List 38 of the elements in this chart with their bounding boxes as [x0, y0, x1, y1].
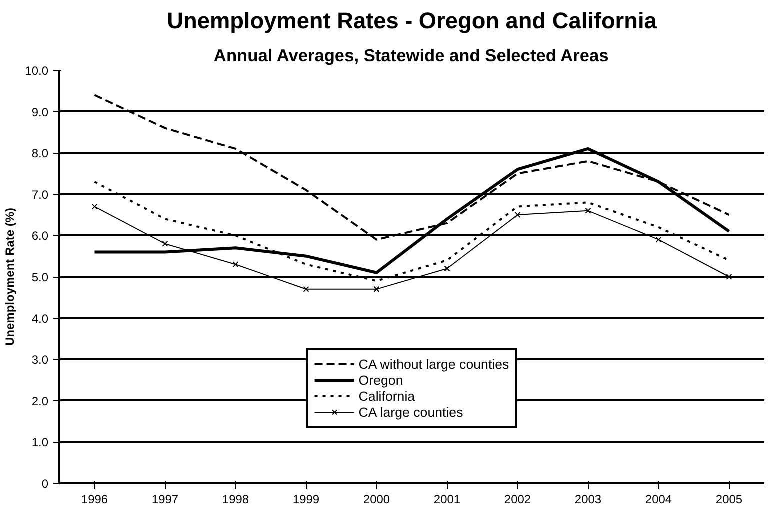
- y-tick-label: 6.0: [32, 229, 49, 244]
- legend-label: Oregon: [358, 372, 404, 388]
- y-tick-label: 7.0: [32, 188, 49, 202]
- point: [162, 240, 168, 247]
- legend-label: CA without large counties: [358, 356, 510, 372]
- chart-title: Unemployment Rates - Oregon and California: [167, 8, 658, 34]
- x-tick-label: 2002: [504, 492, 532, 506]
- y-tick-label: 10.0: [25, 64, 49, 78]
- y-tick-label: 4.0: [32, 312, 49, 326]
- point: [444, 266, 450, 272]
- point: [374, 286, 380, 292]
- y-tick-label: 9.0: [32, 105, 49, 120]
- x-tick-label: 2001: [434, 492, 461, 506]
- y-tick-label: 3.0: [32, 353, 49, 368]
- x-tick-label: 1999: [292, 492, 320, 506]
- x-tick-label: 2004: [645, 492, 672, 506]
- x-tick-label: 1996: [81, 492, 108, 506]
- y-tick-label: 1.0: [32, 436, 49, 450]
- point: [92, 204, 98, 210]
- x-tick-label: 2005: [716, 492, 743, 506]
- point: [656, 236, 662, 243]
- point: [232, 262, 239, 268]
- x-tick-label: 1997: [152, 492, 179, 506]
- point: [585, 208, 592, 214]
- x-tick-label: 2000: [363, 492, 390, 506]
- legend-label: CA large counties: [358, 404, 464, 420]
- y-tick-label: 5.0: [32, 270, 49, 284]
- legend-label: California: [358, 388, 416, 404]
- chart-subtitle: Annual Averages, Statewide and Selected Areas: [214, 46, 609, 66]
- point: [303, 286, 310, 292]
- y-tick-label: 2.0: [32, 394, 49, 408]
- y-tick-label: 0: [42, 477, 49, 491]
- x-tick-label: 1998: [222, 492, 250, 506]
- point: [726, 274, 732, 280]
- point: [514, 212, 521, 218]
- x-tick-label: 2003: [574, 492, 602, 506]
- y-tick-label: 8.0: [32, 146, 49, 161]
- y-axis-title: Unemployment Rate (%): [3, 208, 18, 346]
